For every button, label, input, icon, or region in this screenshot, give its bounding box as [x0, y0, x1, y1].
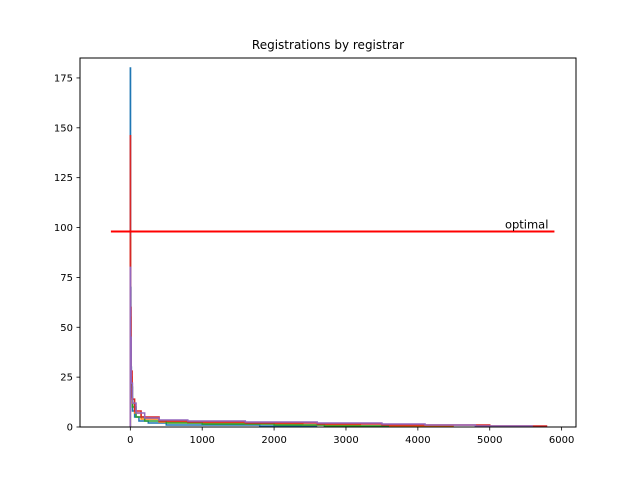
- series-line-2: [129, 236, 454, 427]
- y-tick-label: 175: [54, 73, 73, 84]
- y-tick-label: 25: [60, 373, 73, 384]
- x-tick-label: 4000: [405, 435, 430, 446]
- x-axis: 0 1000 2000 3000 4000 5000 6000: [127, 427, 574, 446]
- series-layer: [129, 67, 548, 427]
- chart-title: Registrations by registrar: [252, 38, 404, 52]
- y-tick-label: 125: [54, 173, 73, 184]
- y-tick-label: 0: [67, 423, 73, 434]
- y-tick-label: 100: [54, 223, 73, 234]
- y-tick-label: 75: [60, 273, 73, 284]
- series-line-1: [129, 67, 318, 427]
- x-tick-label: 5000: [477, 435, 502, 446]
- x-tick-label: 2000: [261, 435, 286, 446]
- x-tick-label: 6000: [549, 435, 574, 446]
- x-tick-label: 0: [127, 435, 133, 446]
- y-axis: 0 25 50 75 100 125 150 175: [54, 73, 80, 434]
- series-line-5: [129, 266, 533, 427]
- plot-area-frame: [79, 57, 577, 428]
- x-tick-label: 3000: [333, 435, 358, 446]
- reference-line-label: optimal: [505, 218, 548, 232]
- y-tick-label: 150: [54, 123, 73, 134]
- reference-layer: optimal: [110, 218, 555, 233]
- series-line-4: [129, 135, 548, 427]
- series-line-3: [129, 286, 390, 427]
- x-tick-label: 1000: [189, 435, 214, 446]
- y-tick-label: 50: [60, 323, 73, 334]
